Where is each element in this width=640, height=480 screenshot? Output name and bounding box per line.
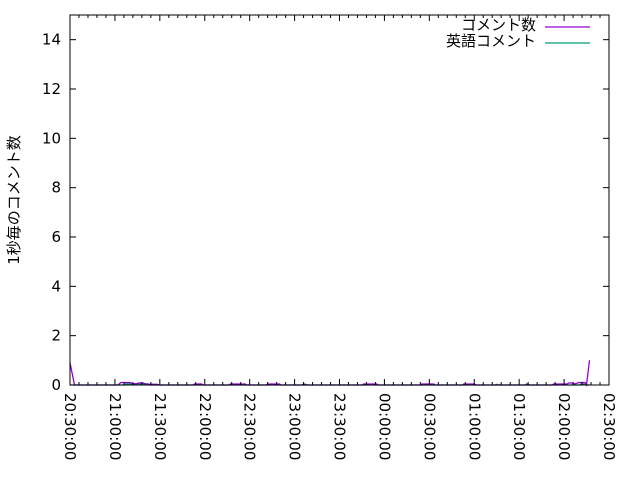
x-tick-label: 21:00:00 bbox=[106, 393, 124, 460]
series-line-0 bbox=[69, 360, 591, 387]
x-tick-label: 22:00:00 bbox=[196, 393, 214, 460]
x-tick-label: 20:30:00 bbox=[61, 393, 79, 460]
y-tick-label: 8 bbox=[51, 179, 61, 197]
y-axis-label: 1秒毎のコメント数 bbox=[5, 135, 23, 265]
x-tick-label: 23:30:00 bbox=[331, 393, 349, 460]
y-tick-label: 6 bbox=[51, 228, 61, 246]
x-tick-label: 00:00:00 bbox=[375, 393, 393, 460]
x-tick-label: 23:00:00 bbox=[286, 393, 304, 460]
x-tick-label: 22:30:00 bbox=[241, 393, 259, 460]
plot-frame bbox=[69, 14, 610, 386]
y-tick-label: 12 bbox=[42, 80, 61, 98]
x-tick-label: 02:00:00 bbox=[555, 393, 573, 460]
x-tick-label: 02:30:00 bbox=[600, 393, 618, 460]
y-tick-label: 10 bbox=[42, 129, 61, 147]
y-tick-label: 2 bbox=[51, 327, 61, 345]
y-tick-label: 0 bbox=[51, 376, 61, 394]
x-tick-label: 01:30:00 bbox=[510, 393, 528, 460]
x-tick-label: 21:30:00 bbox=[151, 393, 169, 460]
legend: コメント数 英語コメント bbox=[446, 16, 590, 50]
legend-label-1: 英語コメント bbox=[446, 32, 536, 50]
x-tick-label: 01:00:00 bbox=[465, 393, 483, 460]
y-tick-label: 14 bbox=[42, 31, 61, 49]
legend-label-0: コメント数 bbox=[461, 16, 536, 34]
y-tick-label: 4 bbox=[51, 277, 61, 295]
x-tick-label: 00:30:00 bbox=[420, 393, 438, 460]
